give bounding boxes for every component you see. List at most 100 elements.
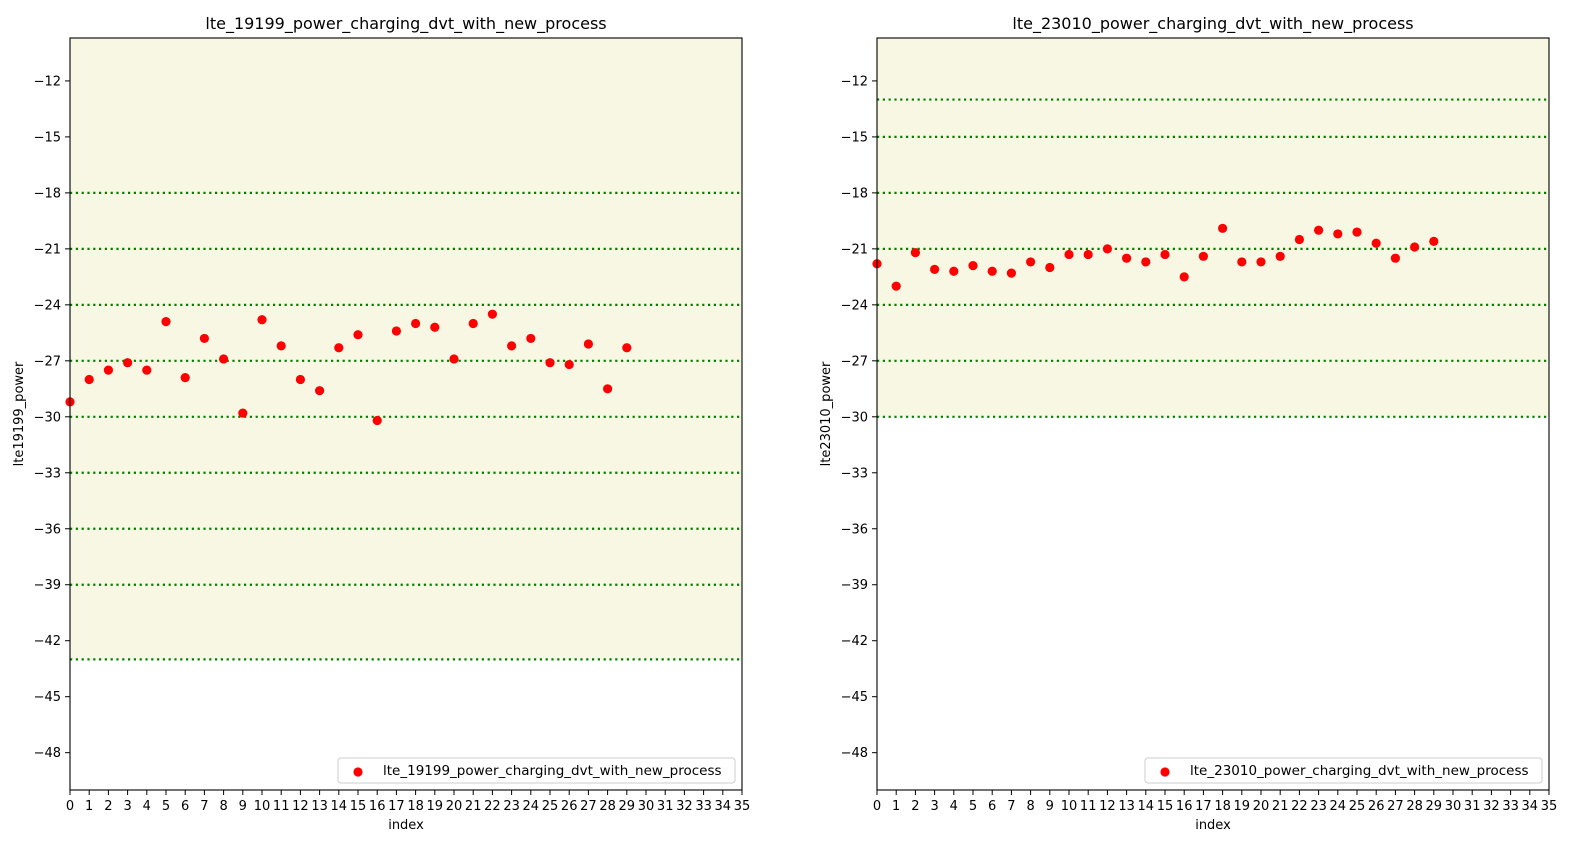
data-point [353, 330, 363, 340]
limit-band [877, 38, 1549, 417]
x-tick-label: 9 [1046, 799, 1054, 814]
data-point [1294, 234, 1304, 245]
x-tick-label: 16 [1176, 799, 1193, 814]
x-tick-label: 4 [950, 799, 958, 814]
data-point [1141, 257, 1151, 267]
chart-title: lte_19199_power_charging_dvt_with_new_pr… [205, 14, 606, 34]
x-tick-label: 11 [1080, 799, 1097, 814]
x-tick-label: 22 [1291, 799, 1308, 814]
x-tick-label: 2 [104, 799, 112, 814]
y-tick-label: −36 [841, 522, 868, 537]
data-point [603, 384, 613, 394]
y-tick-label: −48 [34, 746, 61, 761]
data-point [910, 247, 921, 258]
data-point [468, 318, 478, 329]
x-axis-title: index [388, 818, 424, 833]
data-point [1256, 257, 1266, 267]
x-tick-label: 21 [1272, 799, 1289, 814]
y-tick-label: −30 [841, 410, 868, 425]
x-tick-label: 32 [1483, 799, 1500, 814]
y-tick-label: −21 [34, 242, 61, 257]
data-point [583, 339, 594, 349]
data-point [622, 343, 632, 353]
x-tick-label: 29 [619, 799, 636, 814]
x-tick-label: 3 [123, 799, 131, 814]
x-tick-label: 3 [930, 799, 938, 814]
x-tick-label: 18 [407, 799, 424, 814]
x-tick-label: 14 [1138, 799, 1155, 814]
data-point [487, 309, 497, 319]
data-point [1102, 244, 1112, 254]
x-tick-label: 32 [676, 799, 693, 814]
x-tick-label: 6 [988, 799, 996, 814]
x-tick-label: 33 [695, 799, 712, 814]
data-point [180, 373, 190, 383]
x-tick-label: 2 [911, 799, 919, 814]
y-tick-label: −36 [34, 522, 61, 537]
x-tick-label: 5 [969, 799, 977, 814]
x-tick-label: 29 [1426, 799, 1443, 814]
data-point [315, 386, 325, 396]
x-tick-label: 20 [1253, 799, 1270, 814]
data-point [1064, 249, 1074, 260]
x-tick-label: 18 [1214, 799, 1231, 814]
data-point [1371, 238, 1381, 248]
data-point [219, 354, 229, 364]
x-tick-label: 1 [85, 799, 93, 814]
data-point [257, 315, 267, 325]
x-tick-label: 4 [143, 799, 151, 814]
x-tick-label: 8 [1026, 799, 1034, 814]
x-tick-label: 6 [181, 799, 189, 814]
x-axis-title: index [1195, 818, 1231, 833]
data-point [391, 326, 401, 336]
x-tick-label: 16 [369, 799, 386, 814]
x-tick-label: 13 [1118, 799, 1135, 814]
chart-panel-lte19199: −12 −15 −18 −21 −24 −27 −30 −33 −36 −39 −42 −45 −48 0… [12, 14, 750, 833]
data-point [507, 341, 517, 351]
x-tick-label: 8 [219, 799, 227, 814]
x-tick-label: 34 [1522, 799, 1539, 814]
y-axis-title: lte19199_power [12, 361, 27, 466]
x-tick-label: 27 [580, 799, 597, 814]
data-point [1352, 227, 1362, 237]
x-tick-label: 9 [239, 799, 247, 814]
data-point [84, 374, 94, 385]
x-tick-label: 33 [1502, 799, 1519, 814]
x-tick-label: 28 [1406, 799, 1423, 814]
data-point [526, 333, 536, 344]
x-tick-label: 24 [1330, 799, 1347, 814]
data-point [1237, 257, 1247, 267]
legend-marker [353, 767, 363, 777]
y-tick-label: −42 [841, 634, 868, 649]
data-point [161, 317, 171, 327]
y-tick-label: −27 [841, 354, 868, 369]
y-tick-label: −42 [34, 634, 61, 649]
data-point [142, 365, 152, 375]
data-point [545, 358, 555, 368]
x-tick-label: 14 [331, 799, 348, 814]
data-point [1410, 242, 1420, 252]
data-point [1122, 253, 1132, 263]
x-tick-label: 12 [292, 799, 309, 814]
y-tick-label: −33 [34, 466, 61, 481]
y-tick-label: −48 [841, 746, 868, 761]
x-tick-label: 7 [200, 799, 208, 814]
y-tick-label: −18 [841, 186, 868, 201]
y-tick-label: −45 [841, 690, 868, 705]
data-point [987, 266, 997, 276]
data-point [1314, 225, 1324, 235]
y-tick-label: −12 [34, 74, 61, 89]
x-tick-label: 25 [1349, 799, 1366, 814]
axes-frame [876, 37, 1550, 791]
x-tick-label: 30 [1445, 799, 1462, 814]
data-point [449, 354, 459, 364]
data-point [1429, 236, 1439, 246]
data-point [123, 358, 133, 368]
data-point [199, 333, 209, 344]
data-point [372, 415, 382, 426]
x-tick-label: 20 [446, 799, 463, 814]
y-tick-label: −15 [841, 130, 868, 145]
x-tick-label: 31 [657, 799, 674, 814]
x-tick-label: 34 [715, 799, 732, 814]
